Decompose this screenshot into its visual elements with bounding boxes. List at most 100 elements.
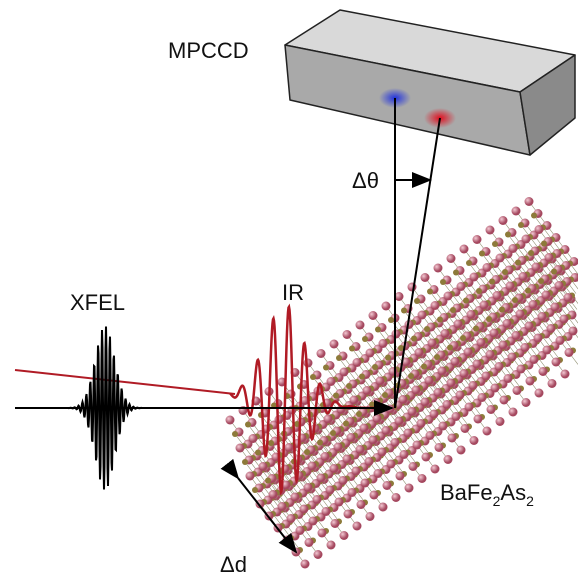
atom: [390, 438, 400, 447]
atom: [492, 291, 502, 300]
atom: [440, 329, 450, 338]
atom: [429, 409, 439, 419]
atom: [453, 269, 459, 276]
atom: [333, 442, 343, 452]
atom: [245, 471, 255, 481]
atom: [459, 369, 469, 378]
atom: [385, 354, 391, 361]
atom: [529, 355, 539, 364]
atom: [364, 457, 374, 466]
atom: [333, 392, 339, 399]
atom: [286, 514, 296, 523]
atom: [398, 345, 404, 351]
atom: [330, 519, 340, 528]
atom: [521, 398, 531, 407]
atom: [320, 452, 330, 461]
atom: [550, 302, 560, 312]
atom: [382, 392, 388, 398]
atom: [232, 431, 238, 437]
atom: [502, 269, 508, 275]
atom: [362, 336, 368, 342]
atom: [321, 507, 331, 516]
atom: [394, 292, 404, 301]
atom: [468, 381, 478, 390]
atom: [505, 231, 511, 238]
atom: [356, 411, 362, 417]
atom: [323, 414, 333, 424]
atom: [447, 344, 453, 351]
atom: [479, 250, 485, 257]
atom: [339, 367, 349, 377]
atom: [417, 474, 427, 483]
atom: [427, 338, 437, 348]
atom: [430, 464, 440, 474]
atom: [525, 287, 531, 294]
atom: [369, 401, 375, 408]
atom: [447, 433, 457, 443]
atom: [531, 262, 541, 272]
atom: [524, 321, 534, 331]
atom: [437, 316, 443, 323]
atom: [456, 445, 466, 455]
atom: [453, 319, 463, 329]
atom: [446, 378, 456, 388]
atom: [339, 531, 349, 540]
atom: [512, 297, 518, 303]
atom: [534, 388, 544, 398]
atom: [451, 412, 461, 421]
atom: [456, 282, 466, 291]
atom: [330, 430, 336, 436]
atom: [338, 476, 348, 485]
atom: [427, 288, 433, 295]
atom: [255, 449, 261, 456]
atom: [408, 462, 418, 471]
atom: [414, 348, 424, 357]
atom: [242, 459, 248, 465]
atom: [473, 414, 483, 424]
atom: [258, 462, 268, 471]
atom: [375, 376, 385, 386]
atom: [336, 355, 342, 361]
atom: [381, 426, 391, 435]
atom: [368, 435, 378, 445]
atom: [411, 335, 417, 342]
atom: [528, 300, 538, 309]
atom: [323, 364, 329, 371]
atom: [477, 393, 487, 402]
atom: [559, 314, 569, 324]
atom: [265, 477, 271, 484]
atom: [492, 241, 498, 247]
atom: [446, 254, 456, 263]
ir-beam: [14, 369, 236, 395]
atom: [368, 311, 378, 320]
atom: [355, 320, 365, 330]
atom: [421, 452, 431, 462]
sample-label: BaFe2As2: [440, 480, 534, 509]
atom: [356, 500, 366, 509]
atom: [290, 492, 300, 502]
sample-part: 2: [526, 493, 534, 509]
atom: [430, 301, 440, 310]
atom: [303, 358, 313, 368]
atom: [473, 325, 479, 332]
atom: [349, 395, 359, 405]
atom: [494, 362, 504, 371]
atom: [472, 359, 482, 369]
atom: [525, 376, 535, 386]
atom: [499, 395, 509, 405]
atom: [372, 414, 382, 423]
atom: [347, 488, 357, 497]
atom: [546, 324, 556, 333]
atom: [555, 336, 565, 345]
atom: [416, 419, 426, 428]
atom: [391, 493, 401, 502]
distance-label: Δd: [220, 552, 247, 577]
atom: [373, 469, 383, 478]
atom: [403, 428, 413, 438]
atom: [308, 516, 318, 526]
atom: [476, 288, 482, 294]
atom: [515, 259, 521, 266]
atom: [528, 250, 534, 256]
atom: [502, 319, 512, 328]
